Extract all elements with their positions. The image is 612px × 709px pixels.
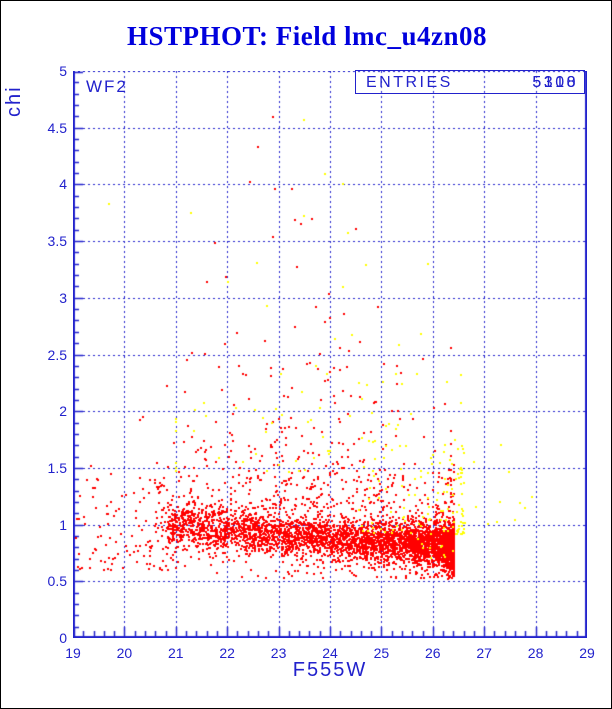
- scatter-canvas: [73, 71, 587, 638]
- y-tick-label: 1.5: [47, 459, 67, 476]
- y-tick-label: 1: [59, 516, 67, 533]
- x-axis-label: F555W: [292, 659, 368, 681]
- stats-box: ENTRIES 5318 5100: [355, 70, 585, 94]
- y-tick-label: 0.5: [47, 573, 67, 590]
- y-tick-label: 0: [59, 630, 67, 646]
- y-tick-label: 4.5: [47, 119, 67, 136]
- plot-area: 19 20 21 22 23 24 25 26 27 28 29 0 0.5 1 1.5 2 2.5 3 3.5 4 4…: [48, 63, 595, 681]
- y-tick-label: 4: [59, 176, 67, 193]
- y-tick-label: 2.5: [47, 346, 67, 363]
- page-title: HSTPHOT: Field lmc_u4zn08: [126, 21, 487, 51]
- y-tick-label: 3: [59, 289, 67, 306]
- y-tick-label: 2: [59, 403, 67, 420]
- y-tick-label: 3.5: [47, 233, 67, 250]
- y-axis-label: chi: [3, 85, 25, 117]
- stats-value-total: 5318: [532, 74, 578, 91]
- y-tick-label: 5: [59, 63, 67, 79]
- stats-value-subset: 5100: [532, 74, 578, 91]
- stats-entries-label: ENTRIES: [366, 74, 453, 91]
- detector-label: WF2: [86, 77, 128, 96]
- stats-values-overlay: 5318 5100: [488, 74, 578, 92]
